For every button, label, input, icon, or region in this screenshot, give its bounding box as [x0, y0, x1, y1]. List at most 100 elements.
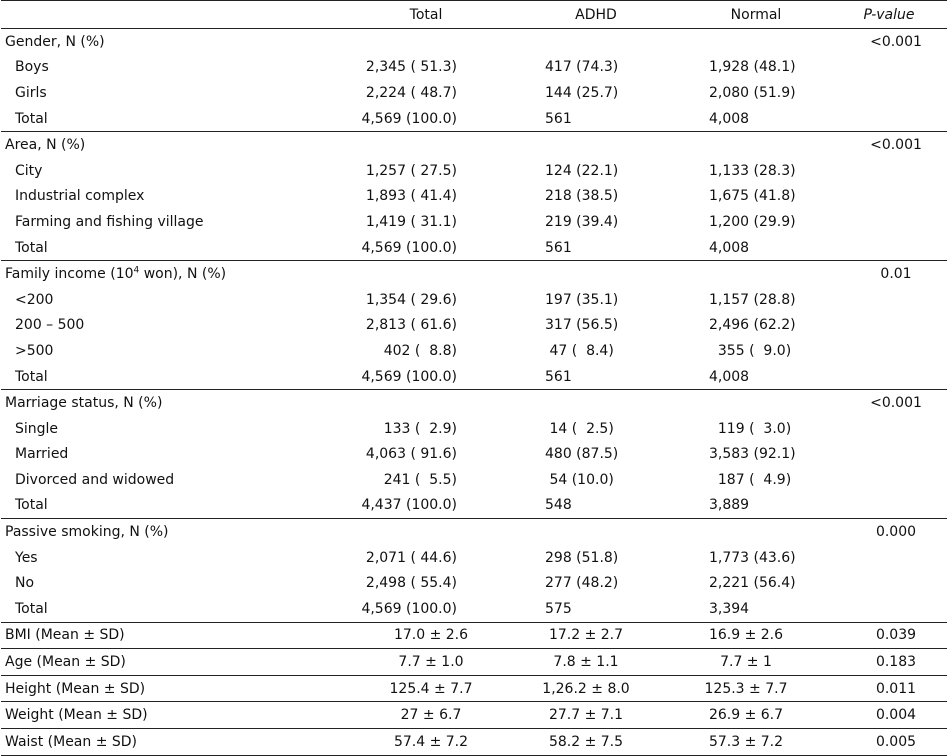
header-row: Total ADHD Normal P-value: [1, 0, 947, 29]
normal-cell: 4,008: [709, 368, 750, 385]
table-row: Total 4,437 (100.0) 548 3,889: [1, 493, 947, 519]
total-cell: 241 ( 5.5): [374, 471, 457, 488]
table-row: Divorced and widowed 241 ( 5.5) 54 (10.0…: [1, 467, 947, 493]
p-value: 0.039: [831, 621, 947, 649]
total-cell: 1,257 ( 27.5): [365, 162, 457, 179]
total-cell: 4,437 (100.0): [361, 497, 457, 514]
total-cell: 2,071 ( 44.6): [365, 549, 457, 566]
row-label: Divorced and widowed: [15, 471, 175, 488]
total-cell: 4,063 ( 91.6): [365, 446, 457, 463]
adhd-cell: 561: [545, 239, 572, 256]
table-row: No 2,498 ( 55.4) 277 (48.2) 2,221 (56.4): [1, 570, 947, 596]
normal-cell: 57.3 ± 7.2: [681, 728, 831, 756]
total-cell: 125.4 ± 7.7: [341, 674, 511, 702]
p-value: 0.005: [831, 728, 947, 756]
table-body: Gender, N (%) <0.001 Boys 2,345 ( 51.3) …: [1, 29, 947, 756]
p-value: <0.001: [870, 33, 922, 50]
table-row: Farming and fishing village 1,419 ( 31.1…: [1, 209, 947, 235]
total-cell: 2,345 ( 51.3): [365, 59, 457, 76]
table-row: Single 133 ( 2.9) 14 ( 2.5) 119 ( 3.0): [1, 416, 947, 442]
mean-row-age: Age (Mean ± SD) 7.7 ± 1.0 7.8 ± 1.1 7.7 …: [1, 648, 947, 676]
adhd-cell: 298 (51.8): [545, 549, 619, 566]
table-row: >500 402 ( 8.8) 47 ( 8.4) 355 ( 9.0): [1, 338, 947, 364]
row-label: Total: [15, 497, 48, 514]
normal-cell: 16.9 ± 2.6: [681, 621, 831, 649]
adhd-cell: 14 ( 2.5): [545, 420, 614, 437]
normal-cell: 7.7 ± 1: [681, 648, 831, 676]
normal-cell: 1,773 (43.6): [709, 549, 796, 566]
row-label: BMI (Mean ± SD): [1, 621, 341, 649]
adhd-cell: 58.2 ± 7.5: [511, 728, 681, 756]
p-value: 0.004: [831, 701, 947, 729]
total-cell: 133 ( 2.9): [374, 420, 457, 437]
total-cell: 27 ± 6.7: [341, 701, 511, 729]
total-cell: 7.7 ± 1.0: [341, 648, 511, 676]
table-row: City 1,257 ( 27.5) 124 (22.1) 1,133 (28.…: [1, 158, 947, 184]
p-value: 0.183: [831, 648, 947, 676]
mean-row-height: Height (Mean ± SD) 125.4 ± 7.7 1,26.2 ± …: [1, 674, 947, 702]
income-label-pre: Family income (10: [5, 266, 134, 283]
p-value: <0.001: [831, 131, 947, 158]
section-label: Area, N (%): [1, 131, 341, 158]
section-row-gender: Gender, N (%) <0.001: [1, 29, 947, 55]
total-cell: 17.0 ± 2.6: [341, 621, 511, 649]
p-value: <0.001: [831, 389, 947, 416]
row-label: >500: [15, 342, 54, 359]
row-label: Total: [15, 239, 48, 256]
adhd-cell: 54 (10.0): [545, 471, 614, 488]
row-label: <200: [15, 291, 54, 308]
section-label: Marriage status, N (%): [1, 389, 341, 416]
row-label: City: [15, 162, 43, 179]
total-cell: 4,569 (100.0): [361, 600, 457, 617]
normal-cell: 3,583 (92.1): [709, 446, 796, 463]
normal-cell: 125.3 ± 7.7: [681, 674, 831, 702]
row-label: Girls: [15, 84, 47, 101]
normal-cell: 1,133 (28.3): [709, 162, 796, 179]
table-row: Total 4,569 (100.0) 561 4,008: [1, 106, 947, 132]
normal-cell: 1,928 (48.1): [709, 59, 796, 76]
adhd-cell: 561: [545, 110, 572, 127]
total-cell: 57.4 ± 7.2: [341, 728, 511, 756]
row-label: Boys: [15, 59, 49, 76]
p-value: 0.01: [831, 260, 947, 287]
table-row: Industrial complex 1,893 ( 41.4) 218 (38…: [1, 184, 947, 210]
income-label-exponent: 4: [133, 265, 140, 276]
adhd-cell: 548: [545, 497, 572, 514]
total-cell: 4,569 (100.0): [361, 239, 457, 256]
row-label: Age (Mean ± SD): [1, 648, 341, 676]
adhd-cell: 27.7 ± 7.1: [511, 701, 681, 729]
total-cell: 1,354 ( 29.6): [365, 291, 457, 308]
normal-cell: 1,157 (28.8): [709, 291, 796, 308]
normal-cell: 4,008: [709, 110, 750, 127]
normal-cell: 1,200 (29.9): [709, 213, 796, 230]
row-label: Yes: [15, 549, 38, 566]
table-row: Yes 2,071 ( 44.6) 298 (51.8) 1,773 (43.6…: [1, 545, 947, 571]
header-adhd: ADHD: [511, 0, 681, 29]
normal-cell: 355 ( 9.0): [709, 342, 792, 359]
row-label: Total: [15, 110, 48, 127]
section-row-income: Family income (104 won), N (%) 0.01: [1, 260, 947, 287]
section-label: Gender, N (%): [5, 33, 105, 50]
row-label: Married: [15, 446, 69, 463]
normal-cell: 119 ( 3.0): [709, 420, 792, 437]
row-label: No: [15, 575, 35, 592]
row-label: Farming and fishing village: [15, 213, 204, 230]
adhd-cell: 197 (35.1): [545, 291, 619, 308]
adhd-cell: 480 (87.5): [545, 446, 619, 463]
adhd-cell: 218 (38.5): [545, 188, 619, 205]
adhd-cell: 17.2 ± 2.7: [511, 621, 681, 649]
total-cell: 4,569 (100.0): [361, 110, 457, 127]
section-label: Passive smoking, N (%): [1, 518, 341, 545]
table-row: 200 – 500 2,813 ( 61.6) 317 (56.5) 2,496…: [1, 313, 947, 339]
total-cell: 402 ( 8.8): [374, 342, 457, 359]
row-label: Single: [15, 420, 59, 437]
adhd-cell: 7.8 ± 1.1: [511, 648, 681, 676]
header-total: Total: [341, 0, 511, 29]
adhd-cell: 1,26.2 ± 8.0: [511, 674, 681, 702]
normal-cell: 26.9 ± 6.7: [681, 701, 831, 729]
table-row: Girls 2,224 ( 48.7) 144 (25.7) 2,080 (51…: [1, 80, 947, 106]
total-cell: 1,419 ( 31.1): [365, 213, 457, 230]
row-label: Total: [15, 368, 48, 385]
